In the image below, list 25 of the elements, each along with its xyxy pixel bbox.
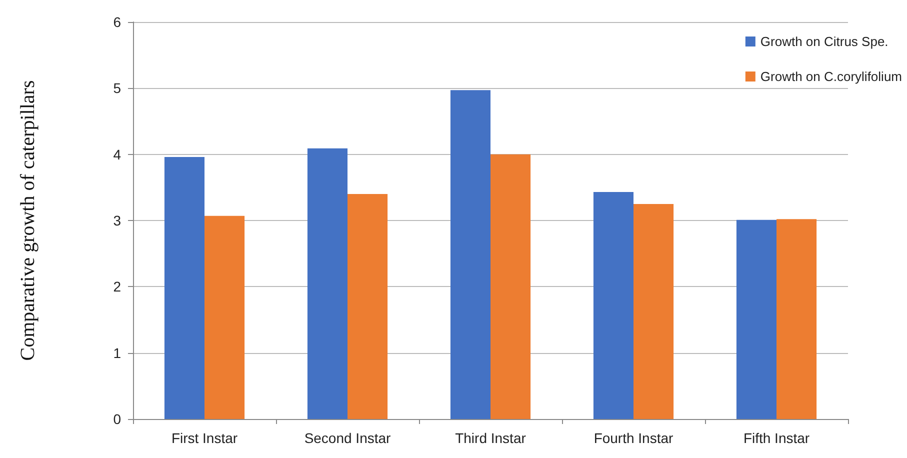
bar [204,216,245,419]
bar [776,219,817,419]
x-tick-label: Third Instar [455,430,526,446]
bar [593,192,634,419]
y-tick-label: 6 [113,14,122,30]
bar [307,148,348,419]
bar [490,154,531,419]
legend-label: Growth on Citrus Spe. [760,34,888,49]
x-tick-label: Second Instar [304,430,392,446]
y-tick-label: 5 [113,80,122,96]
x-tick-label: First Instar [171,430,238,446]
bar [634,204,674,419]
bar [348,194,388,419]
y-tick-label: 4 [113,146,122,162]
y-axis-title: Comparative growth of caterpillars [17,80,39,361]
y-tick-label: 1 [113,344,122,361]
x-tick-label: Fourth Instar [594,430,674,446]
bar [450,90,490,419]
x-tick-label: Fifth Instar [743,430,810,446]
y-tick-label: 0 [113,411,122,427]
bar [736,220,776,419]
y-tick-label: 3 [113,212,122,228]
legend-label: Growth on C.corylifolium [760,69,902,84]
bar [164,156,204,419]
y-tick-label: 2 [113,278,122,295]
